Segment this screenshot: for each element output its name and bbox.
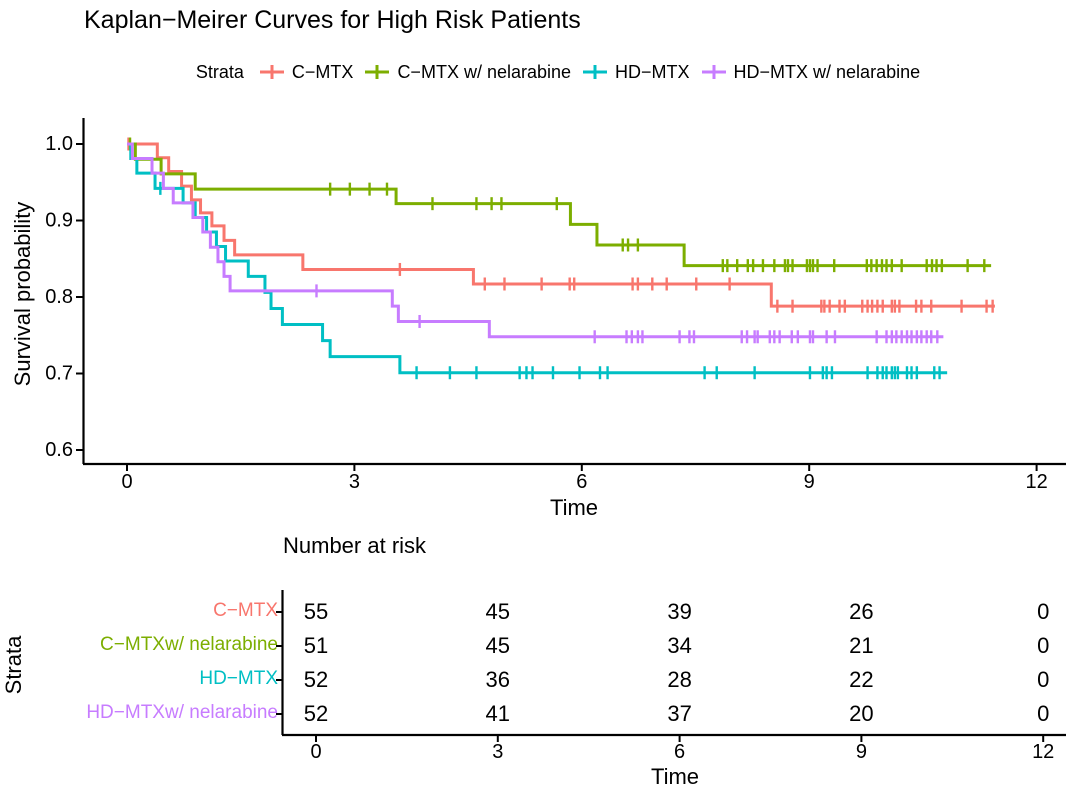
censor-marks-hd-mtx	[159, 181, 941, 380]
risk-x-tick-label: 9	[856, 741, 867, 763]
km-curve-c-mtx-w-nelarabine	[127, 142, 992, 268]
km-legend-marker-icon	[583, 65, 608, 79]
legend-entry-label: HD−MTX	[615, 61, 690, 82]
legend-entry-label: C−MTX	[291, 61, 354, 82]
risk-table-x-title: Time	[650, 764, 700, 789]
y-tick-label: 0.8	[45, 286, 73, 308]
y-axis-title: Survival probability	[10, 201, 35, 387]
risk-table-title: Number at risk	[283, 533, 427, 558]
x-axis-title: Time	[549, 495, 599, 520]
km-curve-hd-mtx-w-nelarabine	[127, 142, 944, 339]
risk-x-tick-label: 12	[1032, 741, 1054, 763]
legend-entry-label: C−MTX w/ nelarabine	[397, 61, 572, 82]
x-tick-label: 3	[349, 471, 360, 493]
y-tick-label: 1.0	[45, 133, 73, 155]
page-title: Kaplan−Meirer Curves for High Risk Patie…	[84, 6, 581, 34]
legend-title: Strata	[195, 61, 244, 82]
risk-x-tick-label: 6	[674, 741, 685, 763]
y-tick-label: 0.9	[45, 210, 73, 232]
x-tick-label: 0	[121, 471, 132, 493]
legend-entry-c-mtx: C−MTX	[257, 61, 354, 83]
censor-marks-hd-mtx-w-nelarabine	[315, 284, 939, 344]
legend-entry-c-mtx-w-nelarabine: C−MTX w/ nelarabine	[362, 61, 571, 83]
km-curve-c-mtx	[127, 142, 995, 308]
legend: Strata C−MTX C−MTX w/ nelarabine HD−MTX HD−…	[18, 61, 1080, 83]
km-curve-hd-mtx	[127, 142, 948, 375]
x-tick-label: 6	[576, 471, 587, 493]
x-tick-label: 9	[804, 471, 815, 493]
y-tick-label: 0.7	[45, 363, 73, 385]
risk-x-tick-label: 3	[492, 741, 503, 763]
legend-entry-label: HD−MTX w/ nelarabine	[733, 61, 921, 82]
km-legend-marker-icon	[701, 65, 726, 79]
km-legend-marker-icon	[259, 65, 284, 79]
legend-entry-hd-mtx: HD−MTX	[580, 61, 690, 83]
x-tick-label: 12	[1025, 471, 1047, 493]
km-legend-marker-icon	[365, 65, 390, 79]
risk-x-tick-label: 0	[310, 741, 321, 763]
censor-marks-c-mtx-w-nelarabine	[128, 137, 986, 273]
censor-marks-c-mtx	[127, 137, 994, 313]
risk-table-y-title: Strata	[1, 635, 26, 695]
legend-entry-hd-mtx-w-nelarabine: HD−MTX w/ nelarabine	[699, 61, 921, 83]
y-tick-label: 0.6	[45, 439, 73, 461]
